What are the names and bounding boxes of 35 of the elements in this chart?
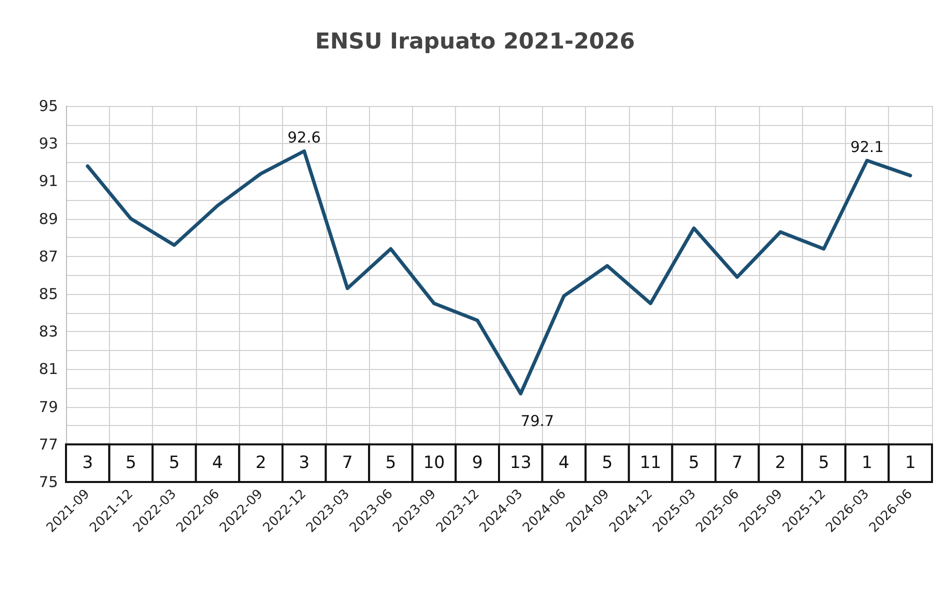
annotation: 9 <box>472 453 483 474</box>
annotation: 5 <box>602 453 613 474</box>
annotation: 5 <box>126 453 136 474</box>
annotation: 1 <box>862 453 872 474</box>
data-label: 79.7 <box>520 412 554 430</box>
chart-title: ENSU Irapuato 2021-2026 <box>315 30 635 54</box>
annotation: 2 <box>775 453 786 474</box>
annotation: 7 <box>732 453 743 474</box>
data-label: 92.1 <box>850 138 884 156</box>
annotation: 5 <box>385 453 396 474</box>
annotation: 3 <box>82 453 94 474</box>
data-label: 92.6 <box>287 128 321 147</box>
y-tick-label: 83 <box>38 322 58 341</box>
y-tick-label: 77 <box>38 435 58 454</box>
annotation: 11 <box>640 453 662 474</box>
y-tick-label: 85 <box>38 285 58 303</box>
annotation: 5 <box>688 453 700 474</box>
annotation: 4 <box>558 453 570 474</box>
annotation: 3 <box>298 453 310 474</box>
annotation: 5 <box>168 453 180 474</box>
annotation: 4 <box>212 453 223 474</box>
y-tick-label: 93 <box>38 134 58 153</box>
annotation: 1 <box>904 453 916 474</box>
annotation: 5 <box>818 453 830 474</box>
annotation: 10 <box>423 453 445 474</box>
y-tick-label: 79 <box>38 398 58 416</box>
annotation: 13 <box>510 453 532 474</box>
annotation: 2 <box>255 453 266 474</box>
y-tick-label: 91 <box>38 172 58 190</box>
y-tick-label: 87 <box>38 247 58 266</box>
y-tick-label: 89 <box>38 210 58 228</box>
y-tick-label: 75 <box>38 473 58 491</box>
y-tick-label: 95 <box>38 97 58 115</box>
annotation: 7 <box>342 453 353 474</box>
y-tick-label: 81 <box>38 360 58 378</box>
